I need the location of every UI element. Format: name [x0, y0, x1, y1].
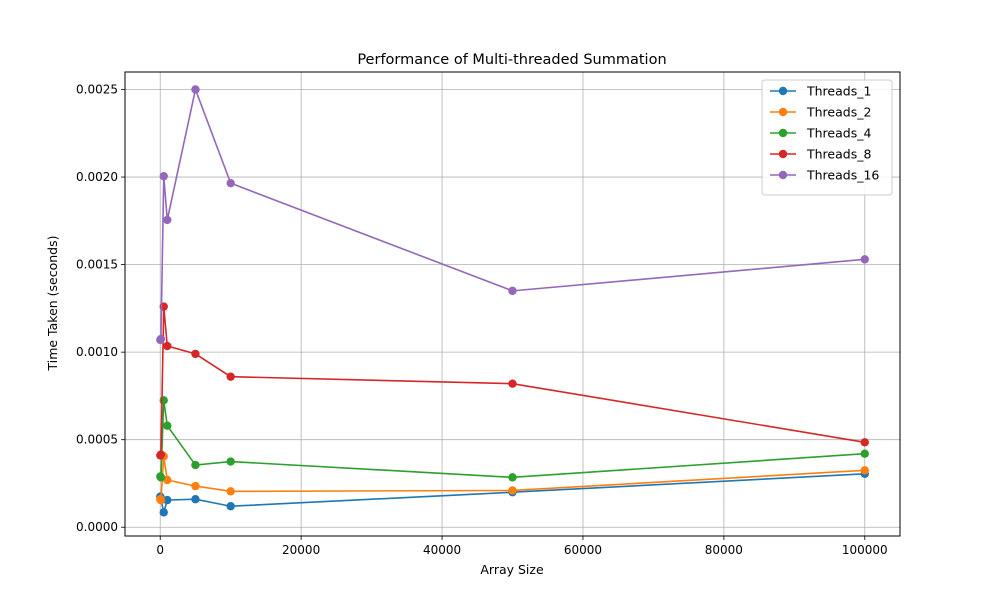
series-group	[156, 85, 869, 517]
series-threads-4	[156, 396, 869, 482]
data-point	[163, 215, 172, 225]
legend-marker	[778, 170, 788, 180]
series-line	[159, 400, 865, 480]
data-point	[508, 486, 517, 495]
x-axis-ticks: 0 20000 40000 60000 80000 100000	[156, 536, 888, 557]
legend-item: Threads_16	[770, 168, 879, 183]
data-point	[860, 449, 869, 458]
data-point	[163, 341, 172, 351]
x-tick-label: 0	[156, 543, 164, 557]
y-tick-label: 0.0000	[76, 520, 118, 534]
data-point	[191, 349, 200, 359]
data-point	[156, 495, 166, 505]
legend-label: Threads_16	[806, 168, 879, 183]
series-threads-2	[156, 452, 869, 505]
legend-marker	[778, 86, 788, 96]
x-tick-label: 20000	[282, 543, 320, 557]
x-tick-label: 60000	[564, 543, 602, 557]
data-point	[163, 421, 172, 430]
data-point	[508, 473, 517, 482]
data-point	[226, 457, 235, 466]
data-point	[163, 475, 172, 485]
plot-frame	[124, 71, 901, 537]
legend-item: Threads_2	[770, 105, 871, 120]
legend-marker	[778, 149, 788, 159]
data-point	[860, 466, 869, 475]
y-axis-label: Time Taken (seconds)	[45, 235, 60, 371]
data-point	[226, 487, 235, 496]
data-point	[226, 502, 235, 511]
legend-item: Threads_1	[770, 84, 871, 99]
data-point	[191, 85, 200, 94]
legend-label: Threads_8	[806, 147, 871, 162]
data-point	[191, 460, 200, 470]
series-threads-8	[156, 302, 869, 460]
x-tick-label: 40000	[423, 543, 461, 557]
y-tick-label: 0.0015	[76, 258, 118, 272]
x-axis-label: Array Size	[480, 562, 544, 577]
y-tick-label: 0.0010	[76, 345, 118, 359]
data-point	[159, 396, 168, 405]
data-point	[156, 473, 166, 482]
legend-box	[761, 79, 893, 196]
data-point	[226, 372, 235, 381]
legend-item: Threads_4	[770, 126, 871, 141]
legend: Threads_1 Threads_2 Threads_4 Threads_8 Thre…	[761, 79, 893, 196]
legend-marker	[778, 107, 788, 117]
y-tick-label: 0.0020	[76, 170, 118, 184]
data-point	[156, 450, 166, 459]
series-line	[159, 306, 865, 456]
x-tick-label: 100000	[842, 543, 888, 557]
legend-label: Threads_4	[806, 126, 871, 141]
data-point	[508, 286, 517, 296]
series-line	[159, 86, 865, 341]
y-tick-label: 0.0005	[76, 433, 118, 447]
data-point	[156, 334, 166, 344]
data-point	[508, 379, 517, 388]
legend-label: Threads_2	[806, 105, 871, 120]
series-threads-16	[156, 85, 869, 345]
x-tick-label: 80000	[705, 543, 743, 557]
legend-marker	[778, 128, 788, 138]
series-line	[159, 456, 865, 503]
data-point	[163, 495, 172, 505]
data-point	[860, 438, 869, 447]
y-tick-label: 0.0025	[76, 83, 118, 97]
data-point	[860, 255, 869, 264]
data-point	[191, 495, 200, 504]
data-point	[159, 508, 168, 517]
data-point	[191, 481, 200, 491]
y-axis-ticks: 0.0000 0.0005 0.0010 0.0015 0.0020 0.0025	[76, 83, 125, 534]
data-point	[226, 178, 235, 188]
legend-label: Threads_1	[806, 84, 871, 99]
legend-item: Threads_8	[770, 147, 871, 162]
data-point	[159, 171, 168, 181]
chart-title: Performance of Multi-threaded Summation	[357, 52, 666, 68]
